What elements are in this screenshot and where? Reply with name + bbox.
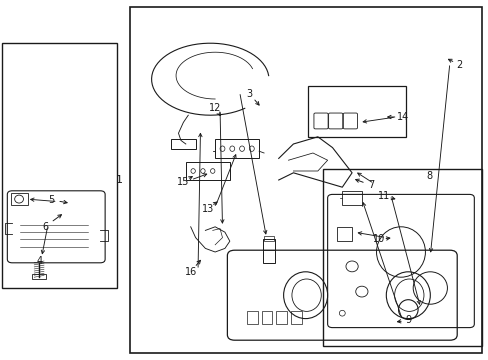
Bar xyxy=(2,43,117,288)
Text: 14: 14 xyxy=(396,112,409,122)
Text: 13: 13 xyxy=(201,204,214,214)
Text: 6: 6 xyxy=(42,222,48,232)
Bar xyxy=(276,311,286,324)
Text: 1: 1 xyxy=(116,175,123,185)
Text: 4: 4 xyxy=(37,256,43,266)
Text: 10: 10 xyxy=(372,234,385,244)
Bar xyxy=(263,239,275,263)
Bar xyxy=(342,191,361,205)
Bar xyxy=(290,311,301,324)
Bar xyxy=(307,86,405,137)
Text: 2: 2 xyxy=(456,60,462,70)
Bar xyxy=(246,311,257,324)
Text: 3: 3 xyxy=(246,89,252,99)
Bar xyxy=(337,227,351,241)
Text: 15: 15 xyxy=(177,177,189,187)
Text: 12: 12 xyxy=(208,103,221,113)
Bar xyxy=(264,236,273,241)
Bar xyxy=(171,139,195,149)
Text: 16: 16 xyxy=(184,267,197,277)
Bar xyxy=(261,311,272,324)
Text: 11: 11 xyxy=(377,191,389,201)
Text: 5: 5 xyxy=(48,195,54,205)
Bar xyxy=(129,7,481,353)
Text: 8: 8 xyxy=(426,171,431,181)
Text: 9: 9 xyxy=(405,315,410,325)
Bar xyxy=(185,162,229,180)
Bar xyxy=(322,169,481,346)
Text: 7: 7 xyxy=(368,180,374,190)
Bar xyxy=(215,139,259,158)
Bar xyxy=(32,274,46,279)
Bar xyxy=(11,193,28,205)
